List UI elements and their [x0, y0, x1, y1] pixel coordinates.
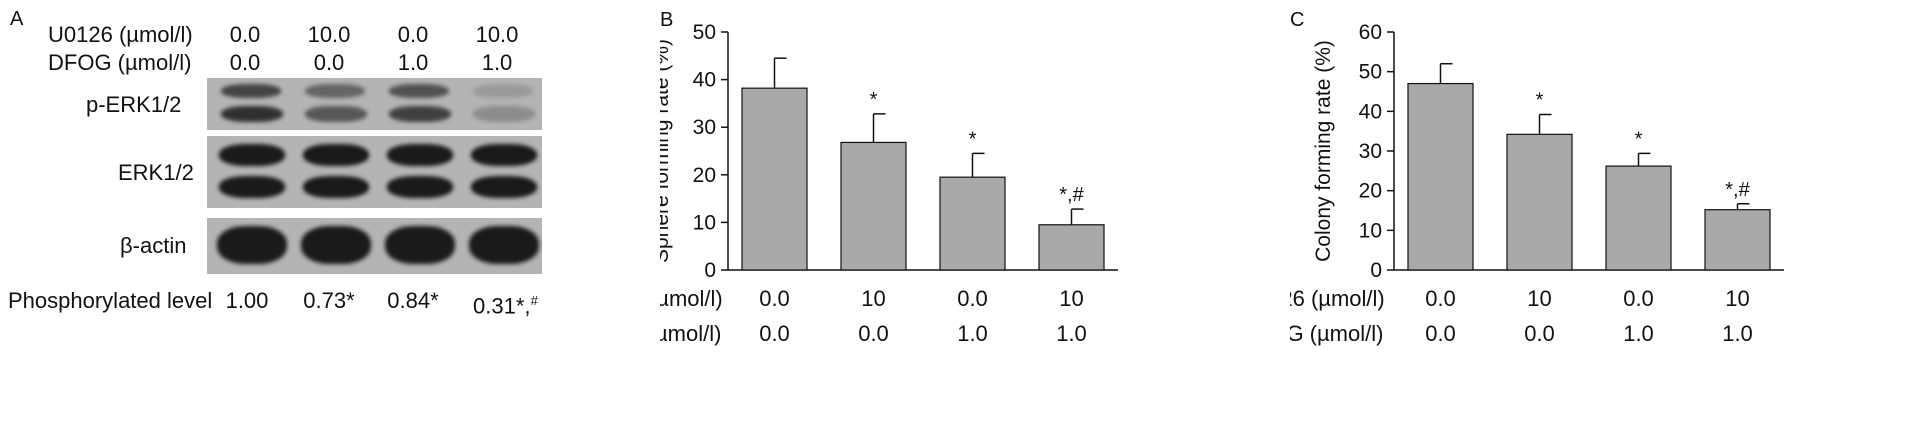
band — [387, 176, 453, 198]
band — [305, 106, 367, 122]
bar — [840, 141, 907, 271]
phos-value: 1.00 — [225, 288, 269, 313]
phos-value-superscript: # — [530, 293, 538, 308]
dfog-value: 0.0 — [1524, 321, 1555, 346]
phos-value: 0.31*,# — [473, 288, 538, 319]
significance-label: * — [1536, 90, 1544, 112]
panel-a-letter: A — [10, 8, 24, 30]
dfog-value: 1.0 — [397, 50, 429, 75]
u0126-value: 0.0 — [759, 286, 790, 311]
u0126-value: 10 — [1725, 286, 1749, 311]
phos-level-label: Phosphorylated level — [8, 288, 213, 313]
u0126-row-label: U0126 (µmol/l) — [1290, 286, 1385, 311]
u0126-value: 0.0 — [957, 286, 988, 311]
u0126-value: 10 — [1527, 286, 1551, 311]
phos-value-text: 0.31*, — [473, 293, 531, 319]
dfog-value: 0.0 — [759, 321, 790, 346]
panel-letter: C — [1290, 9, 1304, 31]
bar-chart-colony: C 0 10 20 30 40 50 60 Colony forming rate (%) * * *… — [1290, 9, 1784, 346]
u0126-value: 0.0 — [229, 22, 261, 47]
band — [385, 226, 455, 264]
y-tick-label: 50 — [693, 21, 716, 44]
y-tick-label: 10 — [1359, 219, 1382, 242]
dfog-value: 1.0 — [957, 321, 988, 346]
dfog-value: 1.0 — [481, 50, 513, 75]
band — [219, 144, 285, 166]
band — [389, 106, 451, 122]
y-axis-label: Colony forming rate (%) — [1312, 40, 1335, 262]
significance-label: * — [1635, 128, 1643, 150]
u0126-value: 10.0 — [307, 22, 351, 47]
blot-actin — [207, 218, 542, 274]
band — [303, 176, 369, 198]
dfog-value: 1.0 — [1056, 321, 1087, 346]
dfog-value: 0.0 — [1425, 321, 1456, 346]
y-tick-label: 0 — [1370, 259, 1382, 282]
phos-value: 0.84* — [387, 288, 439, 313]
bar — [741, 87, 808, 271]
phos-value: 0.73* — [303, 288, 355, 313]
band — [303, 144, 369, 166]
y-tick-label: 20 — [693, 164, 716, 187]
panel-a: A U0126 (µmol/l) 0.0 10.0 0.0 10.0 DFOG … — [0, 0, 660, 425]
y-tick-label: 20 — [1359, 180, 1382, 203]
dfog-value: 0.0 — [229, 50, 261, 75]
bar-chart-sphere: B 0 10 20 30 40 50 Sphere forming rate (%) * * *,#… — [660, 9, 1118, 346]
dfog-value: 1.0 — [1623, 321, 1654, 346]
band — [389, 84, 449, 98]
y-tick-label: 60 — [1359, 21, 1382, 44]
bar — [1704, 209, 1771, 271]
u0126-value: 0.0 — [1623, 286, 1654, 311]
blot-p-erk — [207, 78, 542, 130]
bar — [1407, 82, 1474, 271]
significance-label: * — [870, 89, 878, 111]
band — [217, 226, 287, 264]
band — [471, 176, 537, 198]
blot-label-actin: β-actin — [120, 233, 187, 258]
y-axis-label: Sphere forming rate (%) — [660, 39, 673, 263]
significance-label: *,# — [1059, 184, 1084, 206]
dfog-value: 0.0 — [313, 50, 345, 75]
y-tick-label: 0 — [704, 259, 716, 282]
u0126-row-label: U0126 (µmol/l) — [48, 22, 193, 47]
band — [219, 176, 285, 198]
blot-label-p-erk: p-ERK1/2 — [86, 92, 182, 117]
u0126-value: 10 — [861, 286, 885, 311]
y-tick-label: 30 — [693, 116, 716, 139]
band — [473, 106, 535, 122]
y-tick-label: 30 — [1359, 140, 1382, 163]
bar — [1038, 224, 1105, 271]
u0126-value: 10.0 — [475, 22, 519, 47]
significance-label: * — [969, 128, 977, 150]
significance-label: *,# — [1725, 179, 1750, 201]
dfog-row-label: DFOG (µmol/l) — [1290, 321, 1383, 346]
dfog-row-label: DFOG (µmol/l) — [48, 50, 192, 75]
band — [301, 226, 371, 264]
band — [305, 84, 365, 98]
band — [221, 84, 281, 98]
bar — [1605, 165, 1672, 271]
y-tick-label: 40 — [693, 69, 716, 92]
panel-letter: B — [660, 9, 673, 31]
band — [469, 226, 539, 264]
u0126-row-label: U0126 (µmol/l) — [660, 286, 723, 311]
band — [221, 106, 283, 122]
dfog-row-label: DFOG (µmol/l) — [660, 321, 721, 346]
blot-erk — [207, 136, 542, 208]
band — [473, 84, 533, 98]
u0126-value: 0.0 — [397, 22, 429, 47]
y-tick-label: 40 — [1359, 100, 1382, 123]
y-tick-label: 10 — [693, 211, 716, 234]
band — [471, 144, 537, 166]
y-tick-label: 50 — [1359, 61, 1382, 84]
dfog-value: 0.0 — [858, 321, 889, 346]
bar — [939, 176, 1006, 271]
band — [387, 144, 453, 166]
blot-label-erk: ERK1/2 — [118, 160, 194, 185]
u0126-value: 10 — [1059, 286, 1083, 311]
dfog-value: 1.0 — [1722, 321, 1753, 346]
u0126-value: 0.0 — [1425, 286, 1456, 311]
bar — [1506, 133, 1573, 271]
